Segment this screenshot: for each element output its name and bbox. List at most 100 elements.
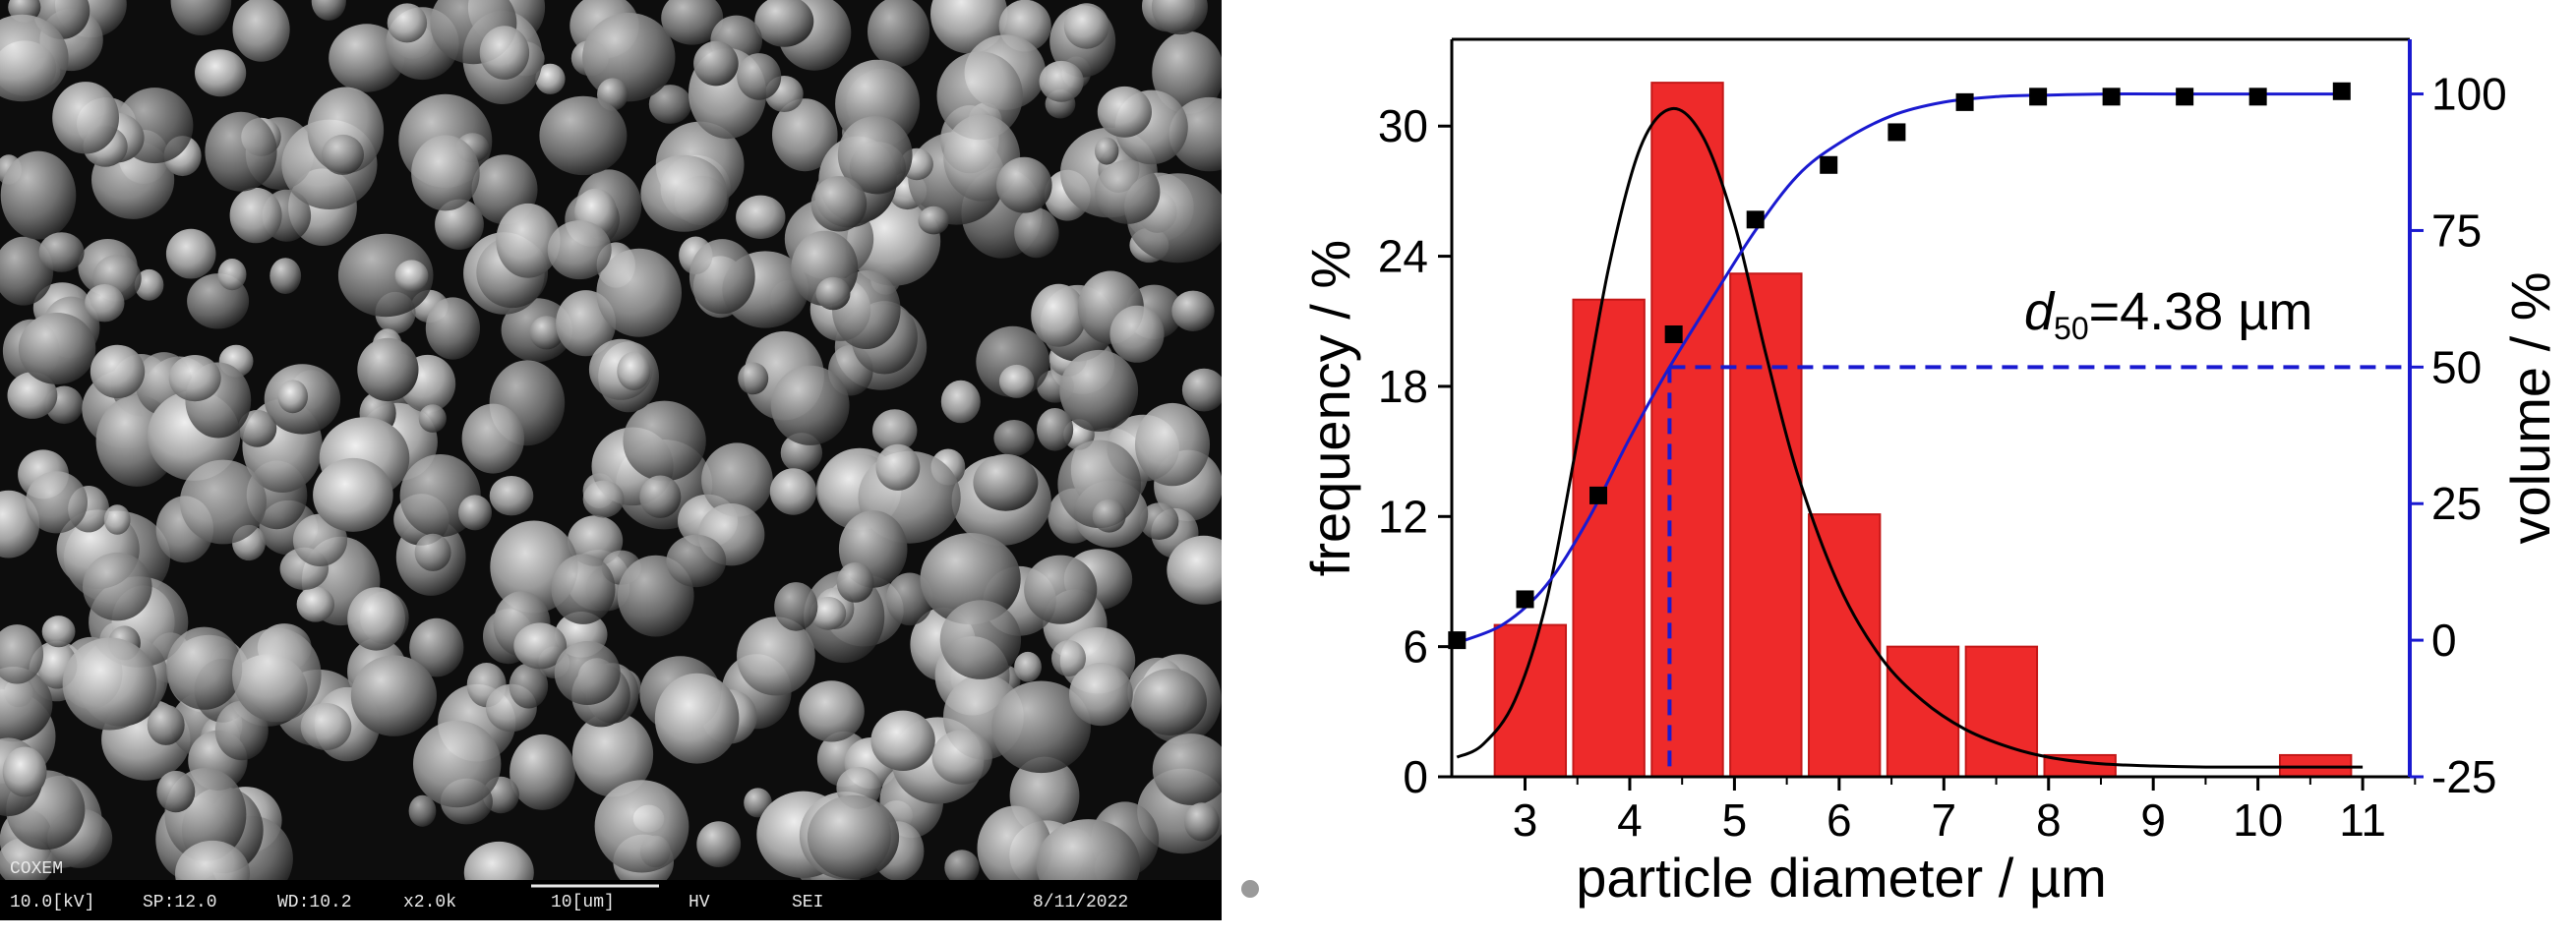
y-tick-label: 0 xyxy=(1403,751,1428,802)
sem-particle xyxy=(0,837,54,888)
sem-spot: SP:12.0 xyxy=(143,893,217,912)
sem-particle xyxy=(872,409,918,452)
sem-particle xyxy=(270,258,302,294)
d50-value: =4.38 µm xyxy=(2089,282,2313,341)
sem-particle xyxy=(170,0,232,35)
sem-particle xyxy=(568,515,624,566)
sem-particle xyxy=(1167,535,1222,605)
x-tick-label: 3 xyxy=(1513,794,1538,846)
sem-particle xyxy=(769,468,817,515)
sem-particle xyxy=(654,673,740,764)
sem-particle xyxy=(387,3,428,43)
sem-particle xyxy=(1181,368,1222,412)
sem-particle xyxy=(83,552,152,621)
y-tick-label: 30 xyxy=(1378,100,1428,151)
sem-particle xyxy=(0,667,53,742)
sem-particle xyxy=(1039,60,1084,102)
cumulative-point xyxy=(1664,325,1683,343)
sem-voltage: 10.0[kV] xyxy=(10,893,94,912)
sem-particle xyxy=(479,26,530,80)
sem-particle xyxy=(736,195,786,239)
sem-particle xyxy=(38,232,85,272)
sem-particle xyxy=(1069,663,1133,727)
cumulative-point xyxy=(1955,92,1974,111)
sem-particle xyxy=(1109,305,1165,363)
sem-particle xyxy=(815,276,851,311)
y2-tick-label: 50 xyxy=(2431,341,2482,392)
bar xyxy=(1650,82,1724,778)
sem-particle xyxy=(738,362,769,395)
cumulative-point xyxy=(2102,88,2121,106)
bar xyxy=(1572,298,1646,778)
sem-micrograph: COXEM 10.0[kV] SP:12.0 WD:10.2 x2.0k 10[… xyxy=(0,0,1222,920)
y2-tick-label: 25 xyxy=(2431,478,2482,529)
sem-particle xyxy=(1139,502,1179,540)
sem-particle xyxy=(875,443,921,491)
sem-particle xyxy=(229,187,282,244)
sem-particle xyxy=(26,471,88,534)
distribution-curve xyxy=(1456,107,2364,769)
d50-subscript: 50 xyxy=(2054,311,2089,346)
chart-axes xyxy=(1438,37,2424,791)
sem-particle xyxy=(394,260,429,292)
sem-particle xyxy=(996,156,1052,213)
sem-particle xyxy=(1097,86,1152,138)
y2-tick-label: -25 xyxy=(2431,751,2496,802)
x-axis-label: particle diameter / µm xyxy=(1576,847,2107,909)
sem-particle xyxy=(418,404,447,433)
sem-particle xyxy=(918,206,949,235)
x-tick-label: 7 xyxy=(1932,794,1957,846)
sem-particle xyxy=(300,703,352,750)
sem-particle xyxy=(0,14,69,102)
sem-particle xyxy=(322,134,364,175)
sem-particle xyxy=(529,316,564,350)
y2-tick-label: 0 xyxy=(2431,615,2457,666)
cumulative-point xyxy=(2332,82,2351,100)
sem-particle xyxy=(1059,349,1139,432)
sem-particle xyxy=(977,805,1052,891)
sem-particle xyxy=(551,554,616,624)
sem-particle xyxy=(772,98,838,172)
sem-particle xyxy=(41,616,76,648)
sem-particle xyxy=(156,770,196,813)
sem-particle xyxy=(554,641,621,705)
sem-particle xyxy=(347,587,405,651)
sem-particle xyxy=(1037,408,1074,451)
sem-particle xyxy=(7,372,58,419)
sem-particle xyxy=(85,284,125,323)
sem-particle xyxy=(1152,734,1222,805)
y-tick-label: 24 xyxy=(1378,231,1428,282)
sem-particle xyxy=(998,364,1035,398)
sem-particle xyxy=(205,111,277,192)
sem-particle xyxy=(237,409,277,447)
x-tick-label: 5 xyxy=(1722,794,1748,846)
sem-particle xyxy=(1095,159,1161,224)
sem-particle xyxy=(1051,640,1086,676)
sem-brand: COXEM xyxy=(10,859,63,879)
sem-particle xyxy=(973,453,1039,511)
sem-particle xyxy=(868,0,930,67)
sem-particle xyxy=(754,0,814,47)
chart-tick-labels: 3 4 5 6 7 8 9 10 11 0 6 12 18 24 30 -25 0 25 50 75 100 xyxy=(1378,69,2507,846)
sem-particle xyxy=(617,351,651,390)
sem-particle xyxy=(535,63,566,94)
cumulative-point xyxy=(1820,155,1838,174)
sem-particle xyxy=(337,233,434,318)
sem-particle xyxy=(1095,137,1119,165)
sem-particle xyxy=(413,720,502,808)
sem-particle xyxy=(296,586,334,622)
y-tick-label: 12 xyxy=(1378,491,1428,542)
sem-particle xyxy=(1135,402,1210,487)
sem-particle xyxy=(179,459,267,545)
sem-particle xyxy=(408,794,437,827)
sem-particle xyxy=(277,380,309,414)
sem-particle xyxy=(547,220,612,280)
sem-particle xyxy=(689,239,755,315)
sem-particle xyxy=(147,704,185,745)
sem-particles xyxy=(0,0,1222,911)
sem-particle xyxy=(944,850,980,886)
sem-particle xyxy=(623,400,706,482)
sem-particle xyxy=(414,533,451,571)
sem-particle xyxy=(837,116,913,194)
sem-particle xyxy=(939,600,1022,679)
